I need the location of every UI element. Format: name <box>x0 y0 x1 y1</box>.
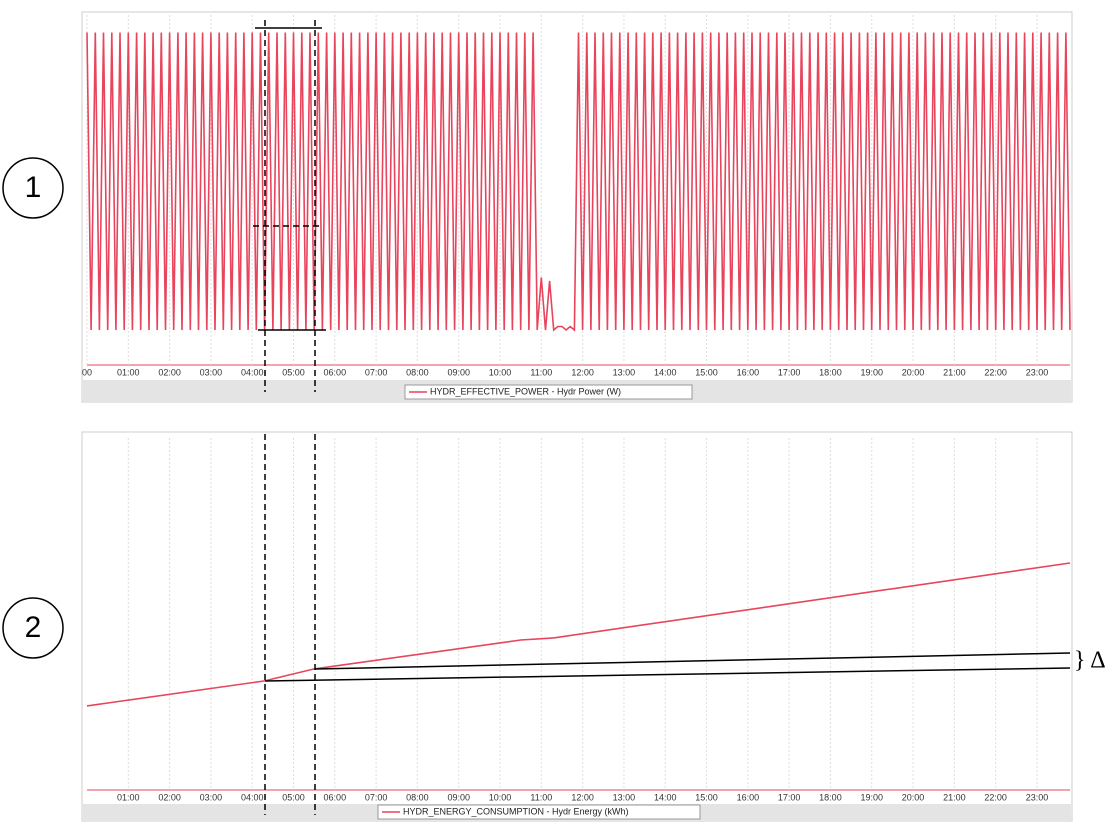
annotation-circle <box>2 157 64 219</box>
x-tick-label: 09:00 <box>447 792 470 802</box>
annotation: 2 <box>25 611 42 644</box>
x-tick-label: 05:00 <box>282 792 305 802</box>
delta-line <box>314 652 1071 670</box>
delta-line <box>264 667 1071 682</box>
legend-label: HYDR_ENERGY_CONSUMPTION - Hydr Energy (k… <box>403 806 629 816</box>
x-tick-label: 11:00 <box>530 367 552 377</box>
x-tick-label: 18:00 <box>819 792 842 802</box>
x-tick-label: 22:00 <box>984 792 1007 802</box>
x-tick-label: 13:00 <box>613 792 636 802</box>
x-tick-label: 08:00 <box>406 367 429 377</box>
x-tick-label: 10:00 <box>489 792 512 802</box>
x-tick-label: 12:00 <box>571 792 594 802</box>
x-tick-label: 06:00 <box>324 367 347 377</box>
x-tick-label: 12:00 <box>571 367 594 377</box>
x-tick-label: 07:00 <box>365 367 388 377</box>
x-tick-label: 21:00 <box>943 367 966 377</box>
plots: 00 01:00 02:00 03:00 04:00 05:00 06:00 07:00 08:… <box>82 15 1071 820</box>
x-tick-label: 22:00 <box>984 367 1007 377</box>
panel-frame <box>81 431 1073 822</box>
x-tick-label: 08:00 <box>406 792 429 802</box>
x-tick-label: 18:00 <box>819 367 842 377</box>
overlay <box>253 20 1071 815</box>
x-tick-label: 15:00 <box>695 792 718 802</box>
x-tick-label: 10:00 <box>489 367 512 377</box>
x-tick-label: 11:00 <box>530 792 552 802</box>
x-tick-label: 23:00 <box>1026 792 1049 802</box>
x-tick-label: 21:00 <box>943 792 966 802</box>
series-line <box>86 562 1071 707</box>
x-tick-label: 19:00 <box>860 792 883 802</box>
x-tick-label: 09:00 <box>447 367 470 377</box>
x-tick-label: 01:00 <box>117 792 140 802</box>
legend-box <box>404 384 693 400</box>
x-tick-label: 15:00 <box>695 367 718 377</box>
x-tick-label: 13:00 <box>613 367 636 377</box>
x-tick-label: 03:00 <box>200 792 223 802</box>
x-tick-label: 06:00 <box>324 792 347 802</box>
delta-label: } Δ <box>1074 648 1106 674</box>
x-tick-label: 07:00 <box>365 792 388 802</box>
x-tick-label: 16:00 <box>737 792 760 802</box>
x-tick-label: 19:00 <box>860 367 883 377</box>
x-tick-label: 02:00 <box>158 792 181 802</box>
x-tick-label: 02:00 <box>158 367 181 377</box>
x-tick-label: 17:00 <box>778 792 801 802</box>
x-tick-label: 05:00 <box>282 367 305 377</box>
legend-box <box>377 804 701 820</box>
x-tick-label: 17:00 <box>778 367 801 377</box>
x-tick-label: 01:00 <box>117 367 140 377</box>
x-tick-label: 23:00 <box>1026 367 1049 377</box>
x-tick-label: 20:00 <box>902 792 925 802</box>
x-tick-label: 14:00 <box>654 792 677 802</box>
x-tick-label: 20:00 <box>902 367 925 377</box>
x-tick-label: 00 <box>82 367 92 377</box>
x-tick-label: 16:00 <box>737 367 760 377</box>
x-tick-label: 04:00 <box>241 792 264 802</box>
legend-label: HYDR_EFFECTIVE_POWER - Hydr Power (W) <box>430 386 621 396</box>
x-tick-label: 03:00 <box>200 367 223 377</box>
annotation-circle <box>2 597 64 659</box>
x-tick-label: 04:00 <box>241 367 264 377</box>
annotation: 1 <box>25 171 42 204</box>
series-line <box>86 32 1071 332</box>
x-tick-label: 14:00 <box>654 367 677 377</box>
